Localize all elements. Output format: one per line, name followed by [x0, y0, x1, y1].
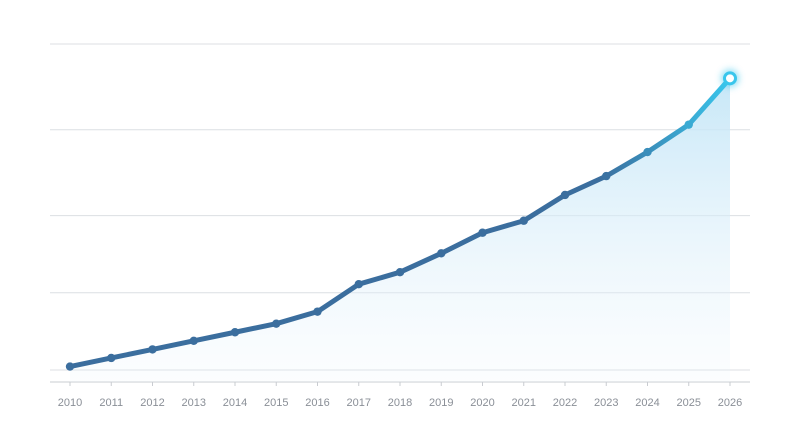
data-point — [478, 228, 487, 237]
data-point — [313, 307, 322, 316]
x-tick-label: 2019 — [429, 397, 453, 409]
data-point — [395, 267, 405, 277]
x-tick-label: 2017 — [347, 397, 371, 409]
data-point — [230, 328, 240, 337]
x-tick-label: 2011 — [99, 397, 123, 409]
x-tick-label: 2013 — [182, 397, 206, 409]
data-point — [189, 336, 198, 346]
data-point — [354, 280, 363, 289]
data-point — [107, 353, 116, 363]
area-fill-shape — [70, 78, 730, 382]
x-tick-label: 2022 — [553, 397, 577, 409]
data-point — [643, 147, 652, 157]
data-point — [602, 171, 611, 181]
x-tick-label: 2021 — [512, 397, 536, 409]
x-tick-label: 2025 — [677, 397, 701, 409]
data-point — [684, 120, 693, 129]
data-point — [148, 345, 157, 354]
x-tick-label: 2010 — [58, 397, 82, 409]
data-point — [560, 190, 570, 200]
x-tick-label: 2014 — [223, 397, 247, 409]
area-fill — [70, 78, 730, 382]
x-tick-label: 2016 — [305, 397, 329, 409]
data-points — [65, 69, 739, 371]
data-point — [65, 362, 75, 371]
x-axis: 2010 2011 2012 2013 2014 2015 2016 2017 2018 2019… — [58, 382, 742, 409]
data-point — [437, 249, 446, 258]
x-tick-label: 2026 — [718, 397, 742, 409]
data-point — [272, 319, 281, 328]
data-point — [519, 216, 528, 225]
x-tick-label: 2023 — [594, 397, 618, 409]
x-tick-label: 2018 — [388, 397, 412, 409]
x-tick-label: 2020 — [470, 397, 494, 409]
x-tick-label: 2012 — [140, 397, 164, 409]
x-tick-label: 2015 — [264, 397, 288, 409]
data-point-highlight — [723, 71, 737, 86]
x-tick-label: 2024 — [635, 397, 659, 409]
